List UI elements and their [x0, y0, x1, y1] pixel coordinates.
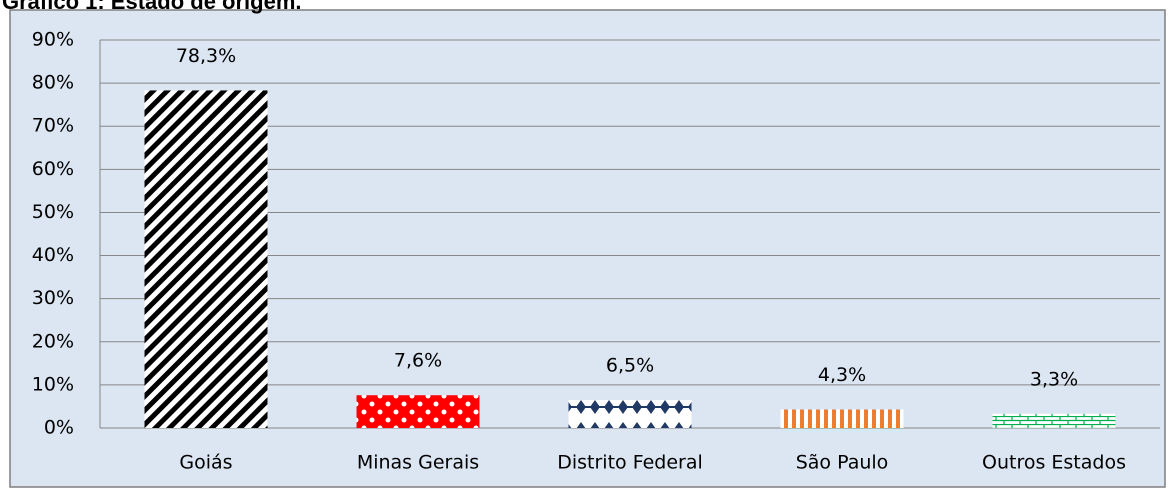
data-label: 3,3% — [1030, 368, 1078, 390]
y-tick-label: 60% — [32, 158, 74, 180]
y-tick-label: 70% — [32, 115, 74, 137]
x-tick-label: São Paulo — [796, 452, 889, 474]
data-label: 78,3% — [176, 45, 236, 67]
x-tick-label: Outros Estados — [982, 452, 1126, 474]
bar — [144, 90, 268, 428]
bar — [780, 409, 904, 428]
y-tick-label: 10% — [32, 373, 74, 395]
x-tick-label: Goiás — [179, 452, 232, 474]
y-tick-label: 80% — [32, 72, 74, 94]
y-tick-label: 90% — [32, 29, 74, 51]
y-tick-label: 0% — [44, 417, 74, 439]
chart-title: Gráfico 1: Estado de origem. — [2, 0, 302, 14]
data-label: 6,5% — [606, 354, 654, 376]
x-tick-label: Minas Gerais — [357, 452, 479, 474]
x-tick-label: Distrito Federal — [557, 452, 703, 474]
bar — [992, 413, 1116, 428]
y-tick-label: 30% — [32, 287, 74, 309]
y-tick-label: 50% — [32, 201, 74, 223]
bar — [568, 399, 692, 428]
data-label: 7,6% — [394, 350, 442, 372]
bar — [356, 395, 480, 428]
data-label: 4,3% — [818, 364, 866, 386]
y-tick-label: 40% — [32, 244, 74, 266]
y-tick-label: 20% — [32, 330, 74, 352]
